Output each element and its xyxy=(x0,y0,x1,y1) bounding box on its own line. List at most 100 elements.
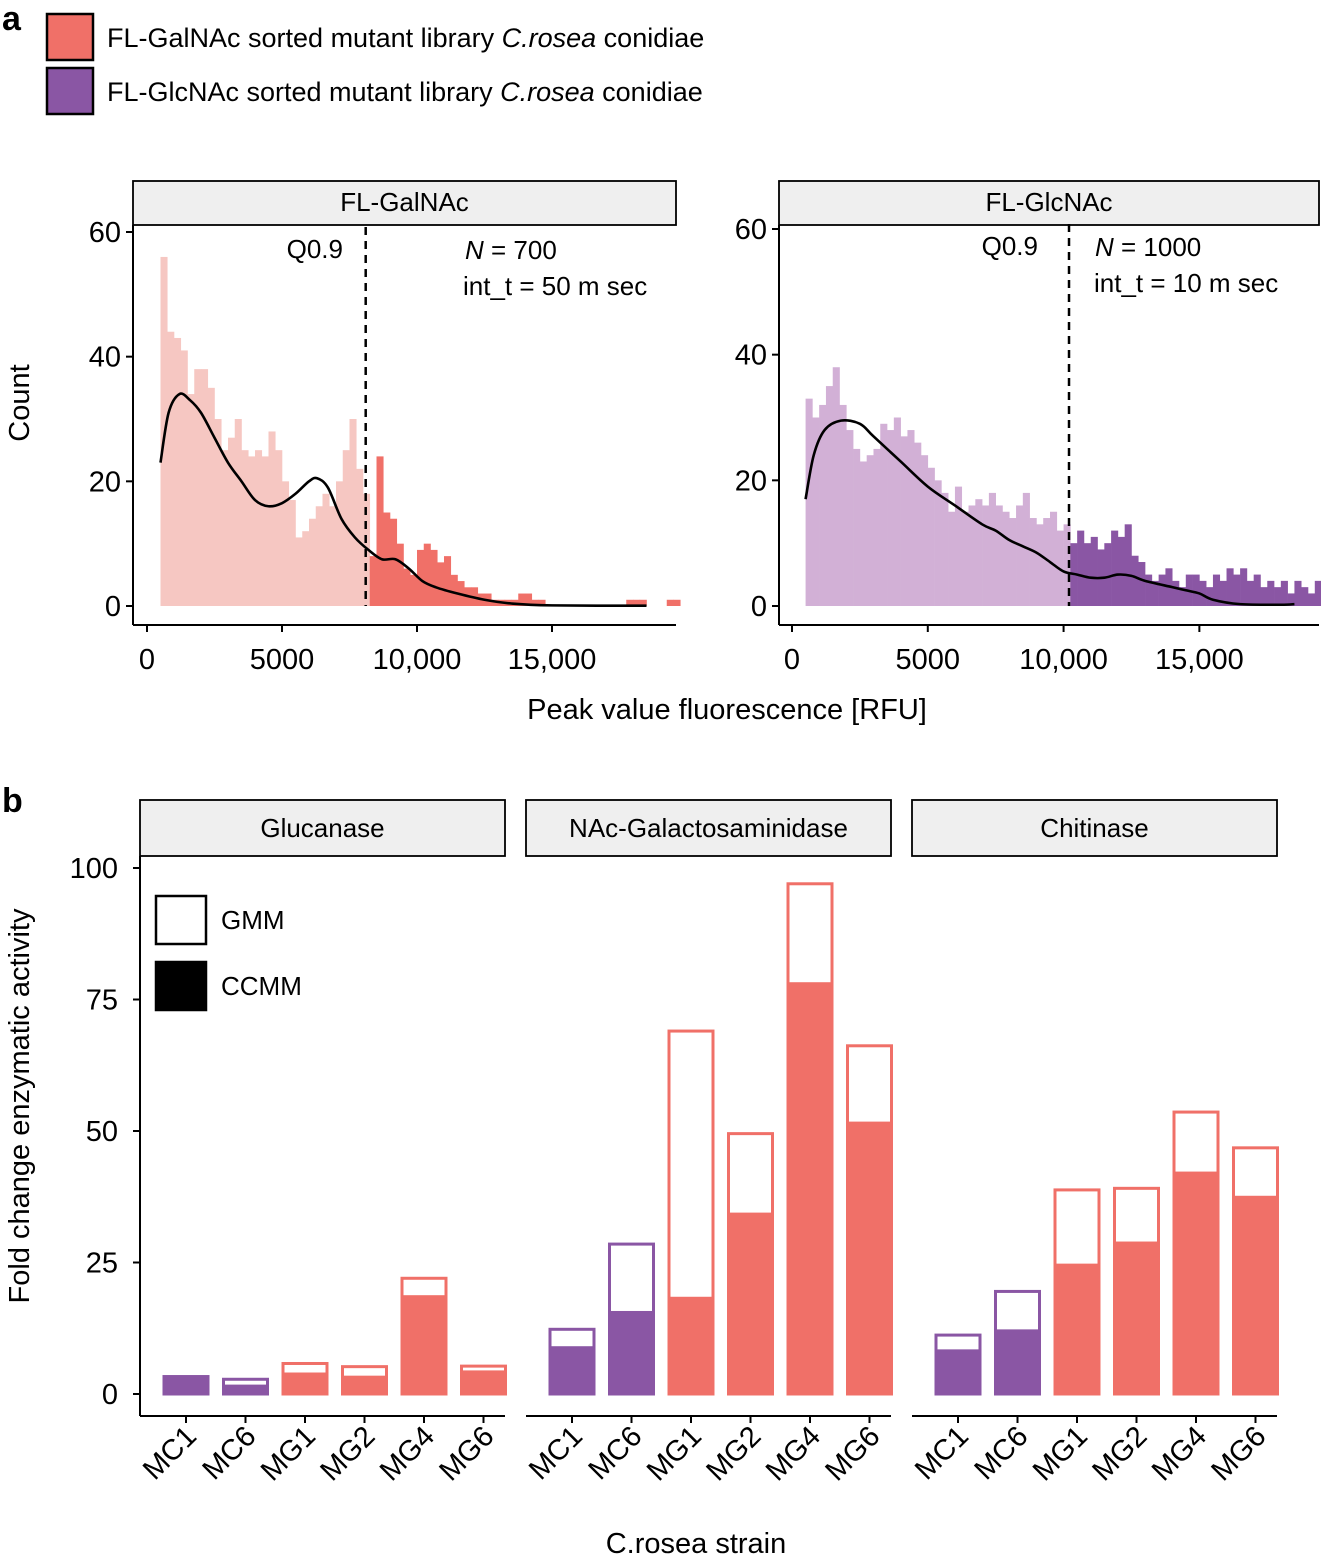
facet-title-nac-galactosaminidase: NAc-Galactosaminidase xyxy=(569,813,848,843)
hist-bar xyxy=(673,599,681,606)
hist-bar xyxy=(988,492,996,606)
hist-bar xyxy=(174,337,182,606)
int-label-glcnac: int_t = 10 m sec xyxy=(1094,268,1278,298)
hist-bar xyxy=(954,486,963,606)
hist-bar xyxy=(525,593,533,606)
hist-facet-galnac: FL-GalNAc 0 20 40 60 0 5000 10,000 15,000 Q0.9… xyxy=(89,180,681,676)
y-tick-label: 40 xyxy=(89,342,121,374)
bar-ccmm-mg6 xyxy=(846,1121,893,1396)
hist-bar xyxy=(518,593,526,606)
hist-bar xyxy=(228,437,236,606)
x-tick-label-mg2: MG2 xyxy=(700,1420,767,1487)
x-tick-label-mg2: MG2 xyxy=(1086,1420,1153,1487)
density-curve-galnac xyxy=(159,392,647,607)
x-ticks-glcnac: 0 5000 10,000 15,000 xyxy=(784,625,1244,676)
panel-label-b: b xyxy=(2,782,23,820)
hist-bar xyxy=(1260,587,1268,606)
hist-bar xyxy=(356,468,364,606)
int-label-galnac: int_t = 50 m sec xyxy=(463,271,647,301)
hist-bar xyxy=(1022,492,1030,606)
hist-bar xyxy=(1301,587,1309,606)
hist-bar xyxy=(282,481,290,606)
y-tick-label: 0 xyxy=(751,591,767,623)
hist-bar xyxy=(1124,524,1132,606)
hist-bar xyxy=(666,599,674,606)
hist-bar xyxy=(1151,580,1159,606)
hist-bar xyxy=(201,369,209,606)
bar-ccmm-mc1 xyxy=(548,1346,596,1396)
bars-glucanase xyxy=(162,1276,507,1396)
hist-bar xyxy=(1029,518,1037,606)
bar-ccmm-mg6 xyxy=(460,1370,507,1396)
hist-bar xyxy=(261,456,269,606)
hist-bar xyxy=(390,518,398,606)
hist-bar xyxy=(639,599,647,606)
hist-bar xyxy=(1226,568,1234,606)
hist-bar xyxy=(975,499,983,606)
panel-a-legend: FL-GalNAc sorted mutant library C.rosea … xyxy=(45,12,704,116)
x-tick-label-mc6: MC6 xyxy=(197,1420,263,1486)
hist-bar xyxy=(626,599,634,606)
legend-label-gmm: GMM xyxy=(221,905,285,935)
facet-title-chitinase: Chitinase xyxy=(1040,813,1148,843)
hist-bar xyxy=(1002,511,1010,606)
hist-bar xyxy=(207,387,215,606)
hist-bar xyxy=(1090,536,1098,606)
hist-bar xyxy=(1131,555,1139,606)
y-ticks-galnac: 0 20 40 60 xyxy=(89,217,133,623)
bar-ccmm-mg1 xyxy=(281,1372,329,1396)
hist-bar xyxy=(1083,543,1092,606)
hist-bar xyxy=(234,419,242,606)
quantile-label-galnac: Q0.9 xyxy=(287,234,343,264)
hist-bar xyxy=(302,531,310,606)
x-ticks-galnac: 0 5000 10,000 15,000 xyxy=(139,625,596,676)
hist-bar xyxy=(538,599,546,606)
hist-bar xyxy=(1314,580,1321,606)
y-tick-label: 75 xyxy=(86,985,118,1017)
y-tick-label: 20 xyxy=(89,466,121,498)
hist-bar xyxy=(221,450,229,606)
hist-bar xyxy=(423,543,431,606)
bar-ccmm-mg6 xyxy=(1232,1195,1279,1396)
x-tick-label: 5000 xyxy=(250,644,315,676)
hist-bar xyxy=(531,599,539,606)
hist-bar xyxy=(1145,574,1153,606)
hist-bar xyxy=(396,543,404,606)
y-tick-label: 60 xyxy=(735,214,767,246)
legend-swatch-glcnac xyxy=(45,66,95,116)
x-tick-label-mg6: MG6 xyxy=(433,1420,500,1487)
x-tick-label-mg1: MG1 xyxy=(255,1420,322,1487)
bars-nac-galactosaminidase xyxy=(548,882,893,1396)
y-tick-label: 50 xyxy=(86,1116,118,1148)
hist-bar xyxy=(1043,518,1051,606)
hist-bar xyxy=(180,350,188,606)
x-tick-label-mg2: MG2 xyxy=(314,1420,381,1487)
hist-bar xyxy=(887,430,895,606)
hist-bars-galnac xyxy=(160,256,681,606)
hist-bar xyxy=(187,394,195,606)
y-tick-label: 0 xyxy=(105,591,121,623)
hist-bar xyxy=(1138,562,1146,606)
hist-bar xyxy=(1253,574,1261,606)
hist-bar xyxy=(1267,580,1275,606)
panel-label-a: a xyxy=(2,0,22,38)
hist-bar xyxy=(633,599,641,606)
hist-bar xyxy=(819,404,827,606)
hist-bar xyxy=(410,574,418,606)
bar-ccmm-mc6 xyxy=(222,1384,269,1396)
x-tick-label: 15,000 xyxy=(508,644,597,676)
hist-bar xyxy=(873,448,881,606)
n-label-glcnac: N = 1000 xyxy=(1095,232,1201,262)
n-label-galnac: N = 700 xyxy=(465,235,557,265)
quantile-label-glcnac: Q0.9 xyxy=(982,231,1038,261)
x-tick-label-mg4: MG4 xyxy=(374,1420,441,1487)
hist-bar xyxy=(1240,568,1248,606)
bar-ccmm-mg1 xyxy=(667,1296,715,1396)
hist-bar xyxy=(1016,505,1024,606)
hist-bar xyxy=(995,505,1003,606)
hist-bar xyxy=(288,500,296,606)
x-tick-label: 10,000 xyxy=(1019,644,1108,676)
